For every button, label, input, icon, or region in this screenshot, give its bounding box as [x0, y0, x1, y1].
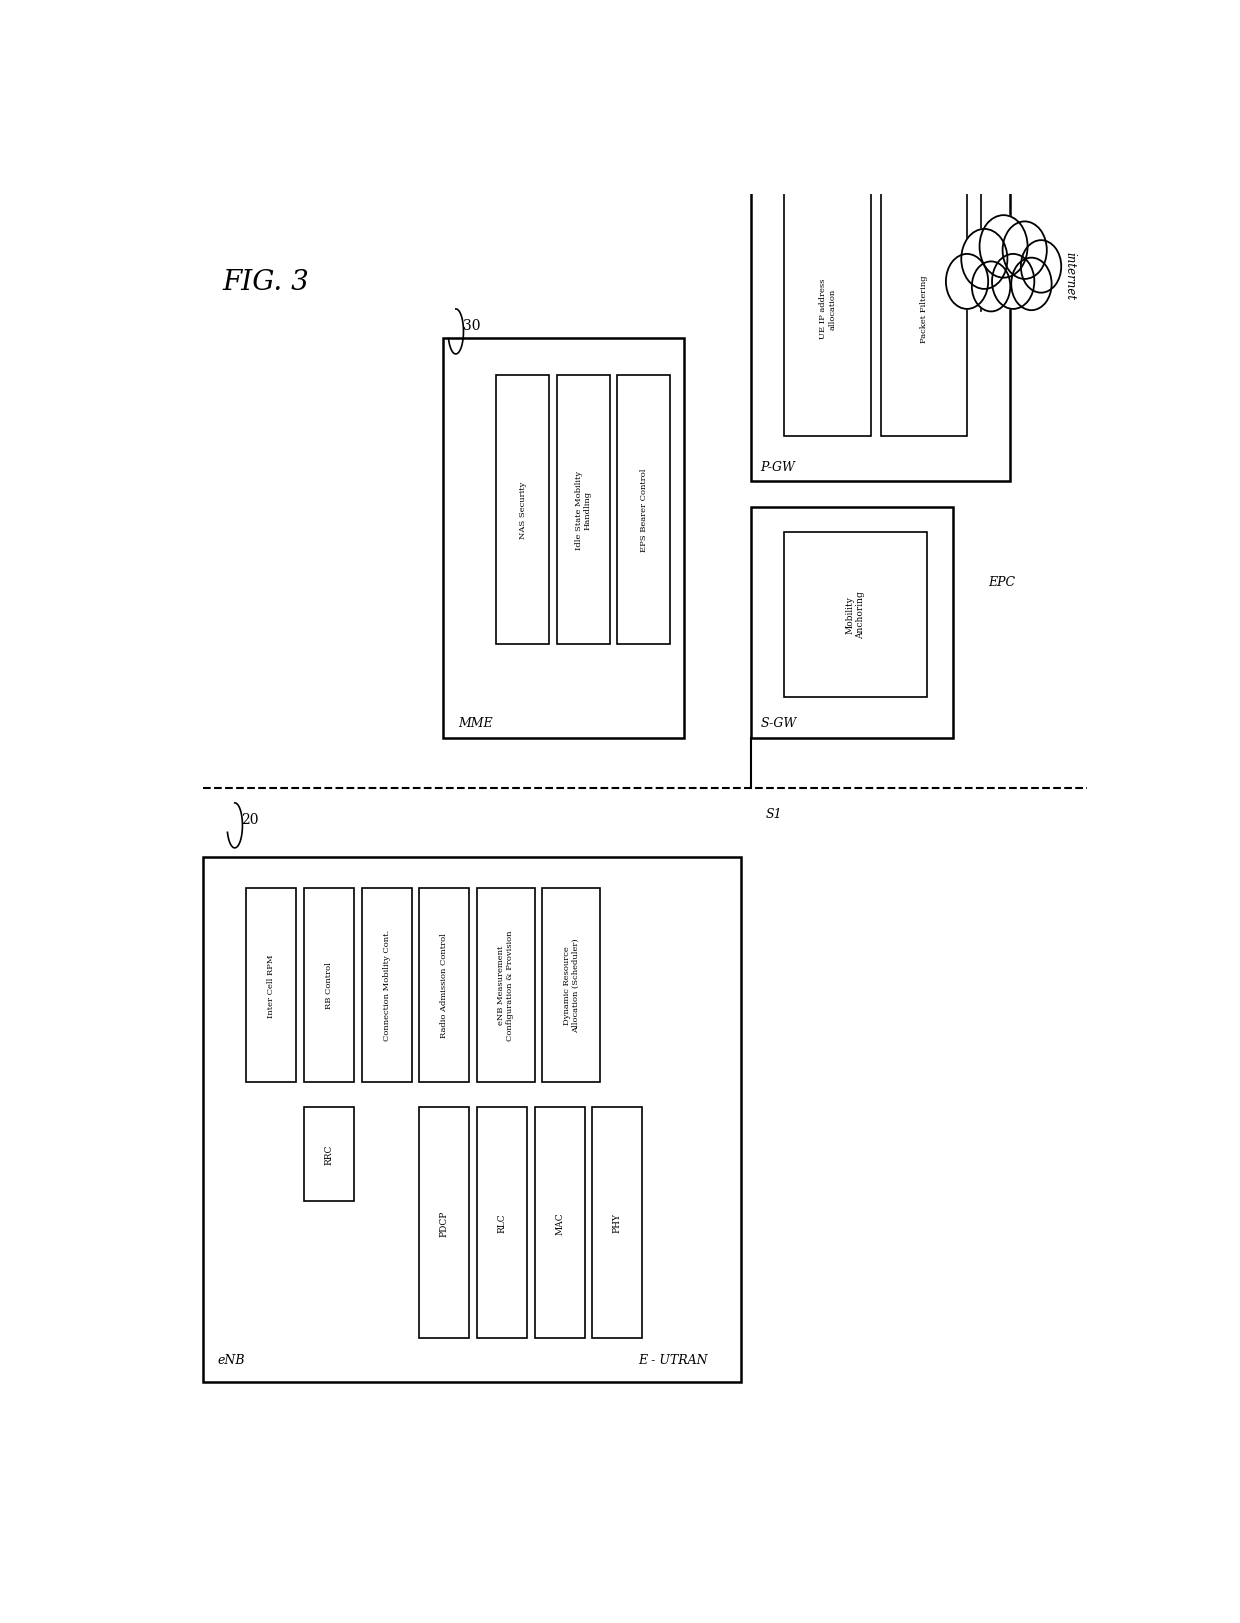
- Bar: [477, 888, 534, 1083]
- Text: 20: 20: [242, 813, 259, 826]
- Bar: [785, 182, 870, 437]
- Bar: [362, 888, 412, 1083]
- Bar: [534, 1107, 584, 1339]
- Bar: [304, 888, 353, 1083]
- Text: FIG. 3: FIG. 3: [222, 269, 309, 295]
- Text: eNB Measurement
Configuration & Provision: eNB Measurement Configuration & Provisio…: [497, 930, 515, 1040]
- Text: Inter Cell RPM: Inter Cell RPM: [268, 953, 275, 1018]
- Circle shape: [1021, 240, 1061, 294]
- Bar: [247, 888, 296, 1083]
- Text: PDCP: PDCP: [440, 1209, 449, 1235]
- Circle shape: [961, 230, 1007, 291]
- Bar: [618, 377, 670, 644]
- Text: EPC: EPC: [988, 576, 1016, 589]
- Text: eNB: eNB: [217, 1352, 246, 1365]
- Bar: [880, 182, 967, 437]
- Text: Dynamic Resource
Allocation (Scheduler): Dynamic Resource Allocation (Scheduler): [563, 938, 580, 1032]
- Text: RB Control: RB Control: [325, 962, 334, 1008]
- Bar: [477, 1107, 527, 1339]
- Text: Idle State Mobility
Handling: Idle State Mobility Handling: [574, 471, 591, 550]
- Text: PHY: PHY: [613, 1212, 621, 1232]
- Circle shape: [972, 263, 1011, 312]
- Bar: [751, 144, 1011, 482]
- Text: NAS Security: NAS Security: [518, 482, 527, 539]
- Circle shape: [992, 255, 1034, 310]
- Bar: [557, 377, 610, 644]
- Bar: [593, 1107, 642, 1339]
- Text: E - UTRAN: E - UTRAN: [637, 1352, 708, 1365]
- Text: S1: S1: [765, 807, 782, 820]
- Circle shape: [980, 216, 1028, 279]
- Text: internet: internet: [1064, 252, 1076, 300]
- Text: EPS Bearer Control: EPS Bearer Control: [640, 469, 647, 552]
- Bar: [444, 339, 683, 738]
- Text: UE IP address
allocation: UE IP address allocation: [820, 279, 836, 339]
- Bar: [419, 888, 469, 1083]
- Bar: [496, 377, 549, 644]
- Text: S-GW: S-GW: [760, 717, 796, 730]
- Bar: [304, 1107, 353, 1201]
- Text: 30: 30: [463, 320, 480, 333]
- Bar: [203, 857, 742, 1383]
- Circle shape: [1012, 258, 1052, 312]
- Bar: [419, 1107, 469, 1339]
- Circle shape: [946, 255, 988, 310]
- Bar: [751, 506, 952, 738]
- Text: Radio Admission Control: Radio Admission Control: [440, 933, 449, 1037]
- Bar: [542, 888, 600, 1083]
- Text: RLC: RLC: [497, 1212, 506, 1232]
- Circle shape: [1003, 222, 1047, 279]
- Text: P-GW: P-GW: [760, 461, 795, 474]
- Text: Connection Mobility Cont.: Connection Mobility Cont.: [383, 930, 391, 1040]
- Text: RRC: RRC: [325, 1144, 334, 1164]
- Text: MME: MME: [458, 717, 492, 730]
- Text: MAC: MAC: [556, 1211, 564, 1233]
- Text: Packet Filtering: Packet Filtering: [920, 276, 928, 342]
- Bar: [785, 532, 926, 698]
- Text: Mobility
Anchoring: Mobility Anchoring: [846, 591, 866, 638]
